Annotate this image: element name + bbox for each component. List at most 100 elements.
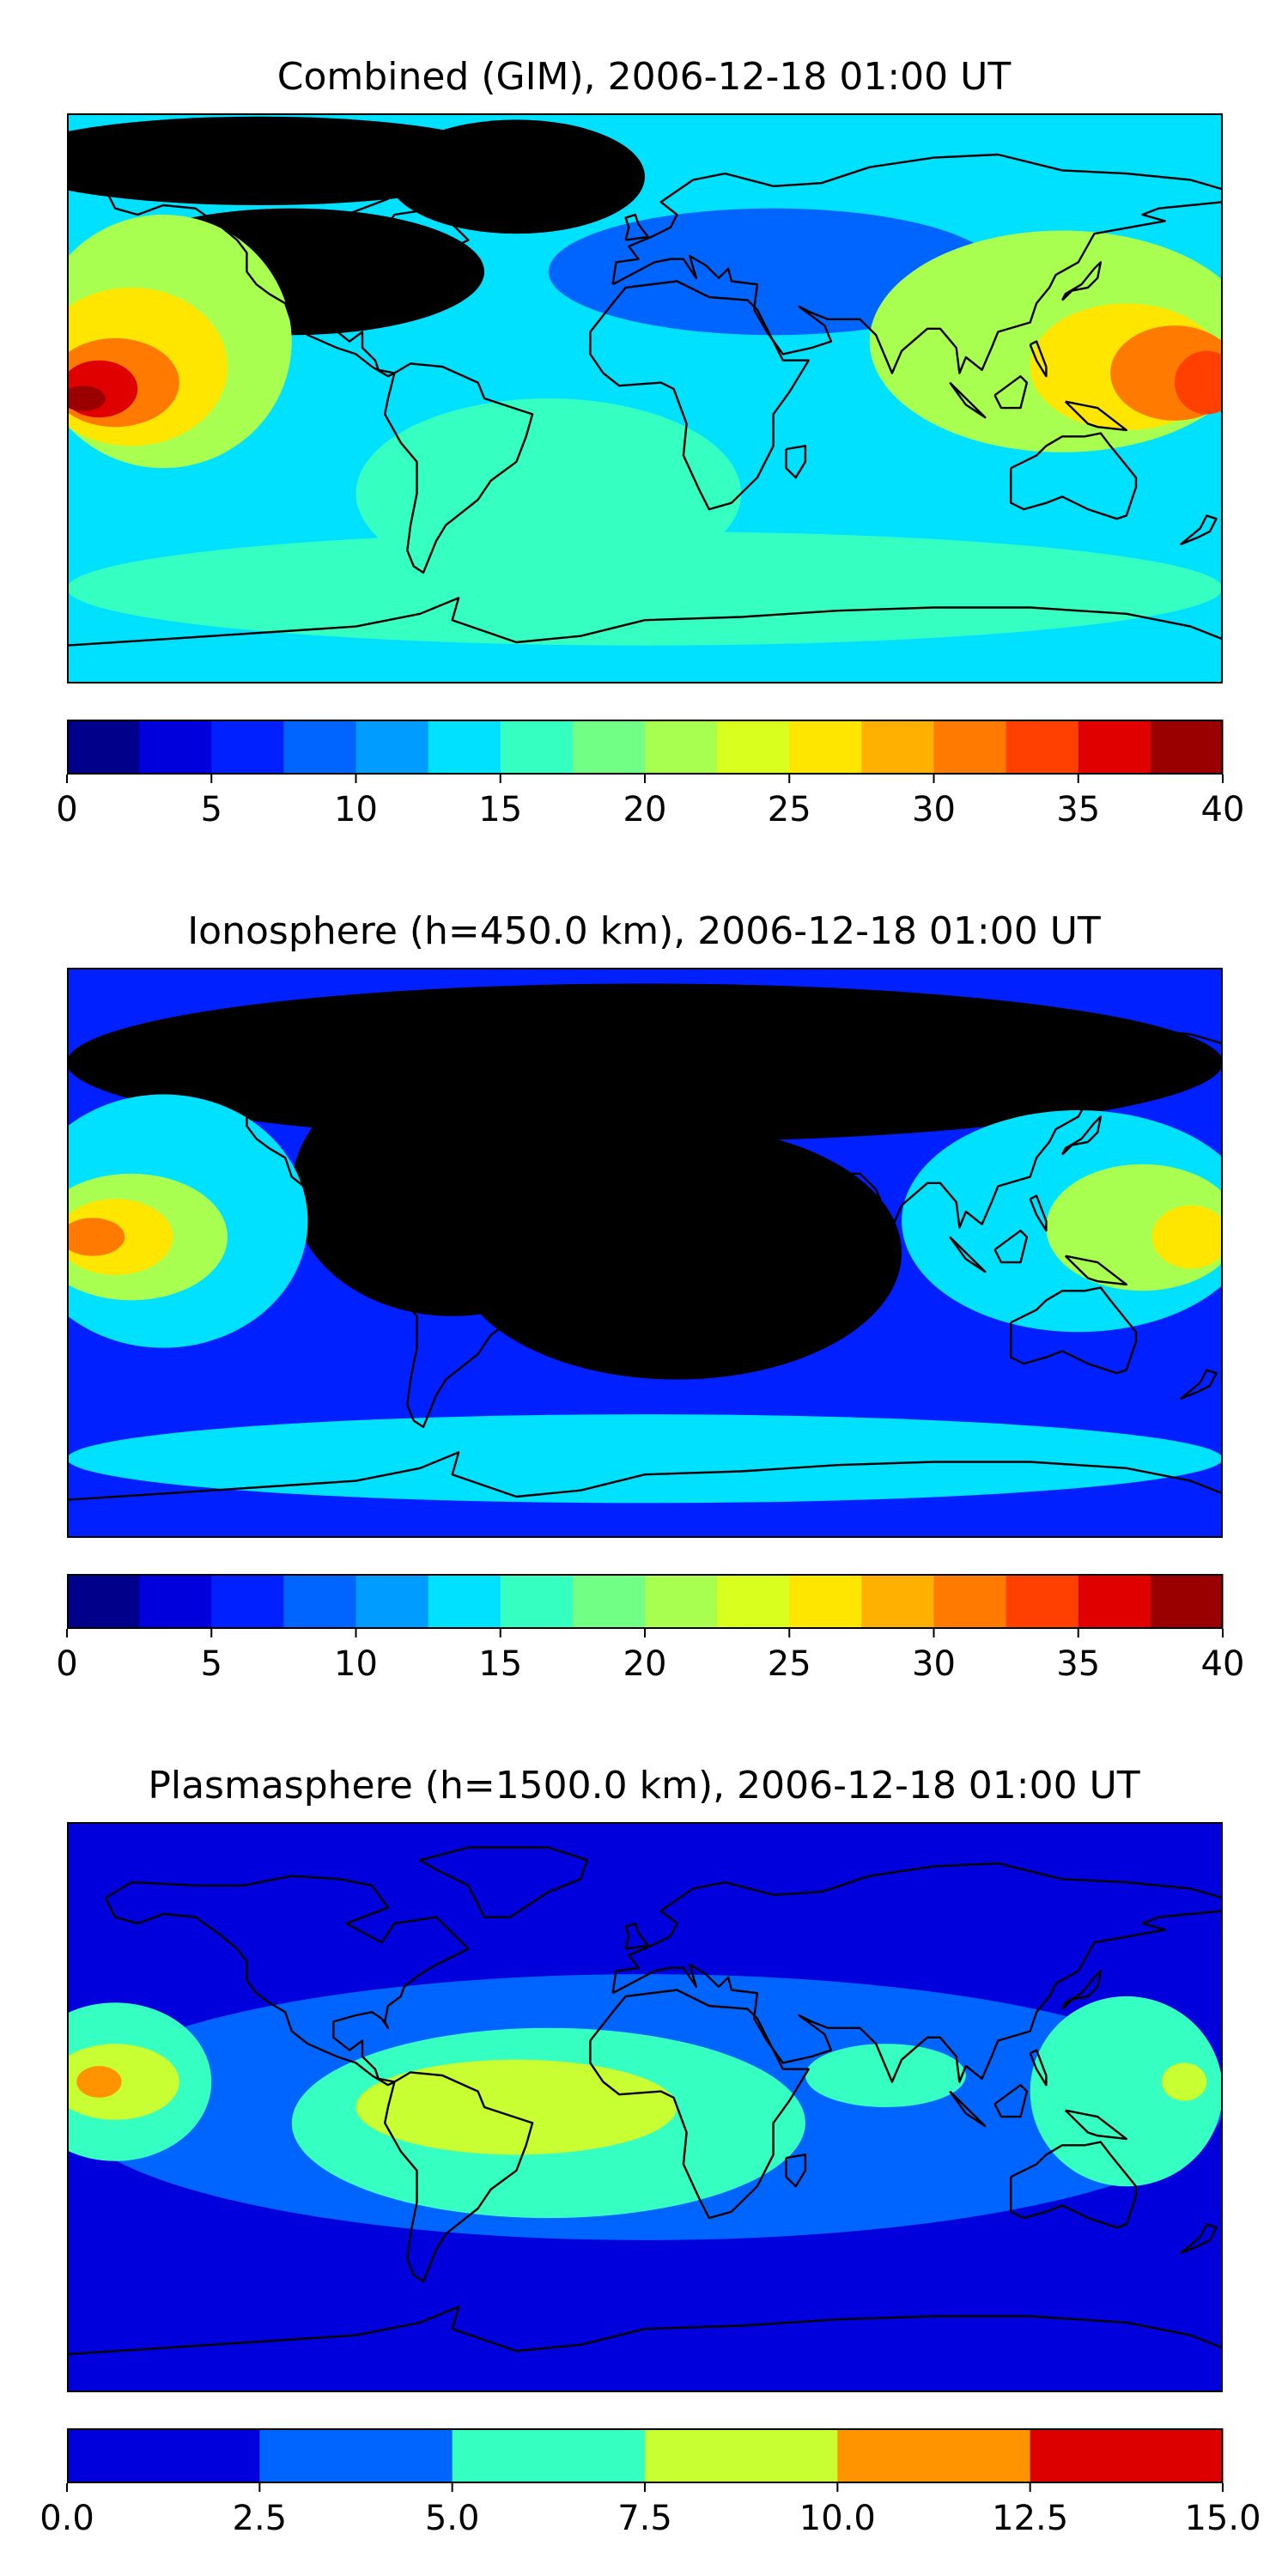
contour-region	[1174, 350, 1223, 415]
contour-region	[1151, 1205, 1223, 1269]
colorbar-tick-label: 25	[768, 790, 811, 829]
map-combined	[67, 113, 1223, 683]
colorbar-tick-label: 20	[623, 790, 667, 829]
colorbar-segment	[933, 1574, 1007, 1629]
contour-region	[76, 2066, 122, 2098]
coastline	[384, 362, 534, 574]
map-ionosphere	[67, 968, 1223, 1538]
coastline	[1180, 514, 1218, 545]
coastline	[1064, 2109, 1127, 2141]
contour-region	[1030, 1996, 1223, 2187]
colorbar-segment	[645, 2428, 838, 2483]
coastline	[67, 1451, 1223, 1501]
colorbar-segment	[572, 1574, 646, 1629]
colorbar-tick-label: 40	[1201, 1644, 1245, 1684]
colorbar-tick-label: 15	[478, 1644, 522, 1684]
colorbar-segment	[259, 2428, 453, 2483]
contour-region	[387, 119, 645, 234]
colorbar-tick-label: 10	[334, 1644, 378, 1684]
coastline	[1064, 400, 1127, 432]
colorbar-segment	[1078, 720, 1151, 775]
coastlines	[67, 992, 1223, 1501]
coastline	[384, 2071, 534, 2283]
colorbar-segment	[283, 720, 357, 775]
colorbar-tick-label: 30	[912, 1644, 956, 1684]
coastline	[1029, 340, 1048, 378]
colorbar-tick-label: 7.5	[617, 2499, 672, 2538]
colorbar-segment	[139, 1574, 212, 1629]
coastline	[104, 166, 470, 378]
colorbar-tick-label: 0	[56, 790, 77, 829]
colorbar-segment	[572, 720, 646, 775]
colorbar-tick-label: 15.0	[1184, 2499, 1261, 2538]
coastline	[785, 1299, 807, 1334]
coastline	[384, 1217, 534, 1429]
colorbar-segment	[933, 720, 1007, 775]
colorbar-ionosphere: 0 5 10 15 20 25 30 35 40	[56, 1574, 1245, 1684]
colorbar-combined: 0 5 10 15 20 25 30 35 40	[56, 720, 1244, 829]
colorbar-tick-label: 35	[1056, 1644, 1100, 1684]
contour-region	[67, 1218, 125, 1256]
coastline	[949, 1236, 987, 1273]
colorbar-segment	[67, 720, 140, 775]
colorbar-tick-label: 0	[56, 1644, 77, 1684]
coastline	[1180, 2223, 1218, 2254]
colorbar-segment	[428, 1574, 501, 1629]
colorbar-segment	[500, 720, 574, 775]
colorbar-segment	[717, 1574, 790, 1629]
coastline	[1010, 1286, 1138, 1375]
colorbar-segment	[211, 1574, 284, 1629]
coastlines	[67, 1846, 1223, 2355]
coastline	[589, 1134, 810, 1365]
contour-region	[291, 1062, 613, 1316]
coastline	[1029, 1194, 1048, 1232]
colorbar-frame	[67, 720, 1223, 775]
coastline	[419, 992, 588, 1064]
coastline	[993, 1230, 1029, 1264]
coastline	[611, 1007, 1223, 1229]
map-frame	[67, 1822, 1223, 2392]
coastlines	[67, 137, 1223, 647]
colorbar-segment	[1030, 2428, 1224, 2483]
coastline	[1010, 432, 1138, 520]
coastline	[611, 153, 1223, 374]
colorbar-segment	[428, 720, 501, 775]
colorbar-segment	[355, 1574, 429, 1629]
colorbar-segment	[645, 720, 718, 775]
colorbar-segment	[1150, 720, 1224, 775]
contour-region	[805, 2044, 966, 2107]
panel-title-ionosphere: Ionosphere (h=450.0 km), 2006-12-18 01:0…	[187, 909, 1101, 953]
coastline	[624, 1067, 649, 1096]
colorbar-segment	[837, 2428, 1031, 2483]
colorbar-tick-label: 25	[768, 1644, 811, 1684]
coastline	[67, 597, 1223, 647]
coastline	[1180, 1369, 1218, 1400]
colorbar-tick-label: 5	[201, 1644, 222, 1684]
coastline	[993, 2084, 1029, 2118]
coastline	[1061, 1115, 1103, 1156]
colorbar-segment	[717, 720, 790, 775]
colorbar-tick-label: 30	[912, 790, 956, 829]
coastline	[589, 1989, 810, 2220]
coastline	[949, 381, 987, 419]
coastline	[611, 1862, 1223, 2083]
colorbar-segment	[283, 1574, 357, 1629]
colorbar-tick-label: 15	[478, 790, 522, 829]
contour-region	[67, 1414, 1223, 1504]
coastline	[104, 1874, 470, 2087]
coastline	[624, 213, 649, 241]
colorbar-segment	[861, 720, 935, 775]
coastline	[1061, 1970, 1103, 2010]
colorbar-segment	[1150, 1574, 1224, 1629]
contour-region	[1161, 2063, 1207, 2101]
colorbar-segment	[789, 1574, 862, 1629]
colorbar-segment	[67, 1574, 140, 1629]
colorbar-tick-label: 0.0	[39, 2499, 94, 2538]
coastline	[419, 137, 588, 210]
colorbar-frame	[67, 1574, 1223, 1629]
coastline	[1064, 1255, 1127, 1286]
coastline	[1061, 261, 1103, 301]
colorbar-tick-label: 12.5	[992, 2499, 1068, 2538]
colorbar-segment	[67, 2428, 260, 2483]
colorbar-tick-label: 10	[334, 790, 378, 829]
